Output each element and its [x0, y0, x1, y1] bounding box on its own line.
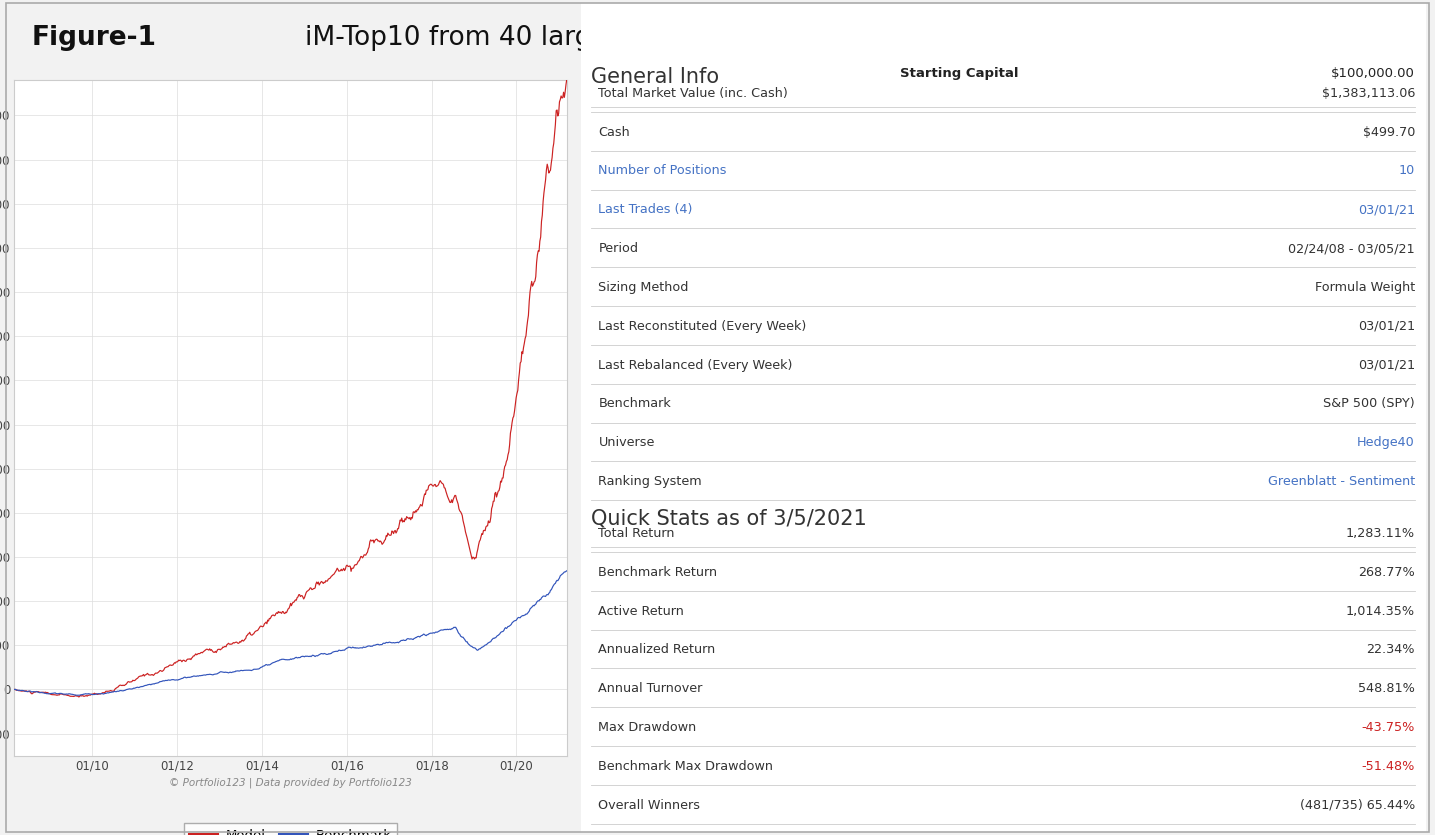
- Text: © Portfolio123 | Data provided by Portfolio123: © Portfolio123 | Data provided by Portfo…: [169, 777, 412, 787]
- Text: Annualized Return: Annualized Return: [598, 643, 716, 656]
- Text: $1,383,113.06: $1,383,113.06: [1322, 87, 1415, 100]
- Text: Benchmark Max Drawdown: Benchmark Max Drawdown: [598, 760, 773, 773]
- Text: Universe: Universe: [598, 436, 654, 449]
- Text: Starting Capital: Starting Capital: [900, 67, 1019, 80]
- Text: 22.34%: 22.34%: [1366, 643, 1415, 656]
- Text: -51.48%: -51.48%: [1362, 760, 1415, 773]
- Text: Figure-1: Figure-1: [32, 24, 156, 51]
- Text: 03/01/21: 03/01/21: [1358, 320, 1415, 333]
- Text: Formula Weight: Formula Weight: [1314, 281, 1415, 294]
- Text: 03/01/21: 03/01/21: [1358, 358, 1415, 372]
- Text: Max Drawdown: Max Drawdown: [598, 721, 696, 734]
- Text: Benchmark: Benchmark: [598, 397, 672, 411]
- Text: Greenblatt - Sentiment: Greenblatt - Sentiment: [1267, 475, 1415, 488]
- Text: Hedge40: Hedge40: [1358, 436, 1415, 449]
- Text: Last Reconstituted (Every Week): Last Reconstituted (Every Week): [598, 320, 806, 333]
- Text: Total Market Value (inc. Cash): Total Market Value (inc. Cash): [598, 87, 788, 100]
- Text: 02/24/08 - 03/05/21: 02/24/08 - 03/05/21: [1289, 242, 1415, 256]
- Text: 1,283.11%: 1,283.11%: [1346, 527, 1415, 540]
- Text: 03/01/21: 03/01/21: [1358, 203, 1415, 216]
- Text: Ranking System: Ranking System: [598, 475, 702, 488]
- Text: Sizing Method: Sizing Method: [598, 281, 689, 294]
- Text: Last Rebalanced (Every Week): Last Rebalanced (Every Week): [598, 358, 792, 372]
- Text: Cash: Cash: [598, 125, 630, 139]
- Text: Total Return: Total Return: [598, 527, 674, 540]
- Text: 268.77%: 268.77%: [1358, 565, 1415, 579]
- Text: Number of Positions: Number of Positions: [598, 164, 728, 178]
- Text: General Info: General Info: [591, 67, 719, 87]
- Text: 548.81%: 548.81%: [1358, 682, 1415, 696]
- Text: Annual Turnover: Annual Turnover: [598, 682, 703, 696]
- Text: 10: 10: [1399, 164, 1415, 178]
- Text: (481/735) 65.44%: (481/735) 65.44%: [1300, 798, 1415, 812]
- Legend: Model, Benchmark: Model, Benchmark: [184, 823, 397, 835]
- Text: iM-Top10 from 40 large Hedge Funds: iM-Top10 from 40 large Hedge Funds: [304, 24, 788, 51]
- Text: Quick Stats as of 3/5/2021: Quick Stats as of 3/5/2021: [591, 509, 867, 529]
- Text: $499.70: $499.70: [1363, 125, 1415, 139]
- Text: Active Return: Active Return: [598, 605, 684, 618]
- Text: Overall Winners: Overall Winners: [598, 798, 700, 812]
- Text: -43.75%: -43.75%: [1362, 721, 1415, 734]
- Text: $100,000.00: $100,000.00: [1332, 67, 1415, 80]
- Text: Last Trades (4): Last Trades (4): [598, 203, 693, 216]
- Text: Benchmark Return: Benchmark Return: [598, 565, 718, 579]
- Text: S&P 500 (SPY): S&P 500 (SPY): [1323, 397, 1415, 411]
- Text: 1,014.35%: 1,014.35%: [1346, 605, 1415, 618]
- Text: Period: Period: [598, 242, 639, 256]
